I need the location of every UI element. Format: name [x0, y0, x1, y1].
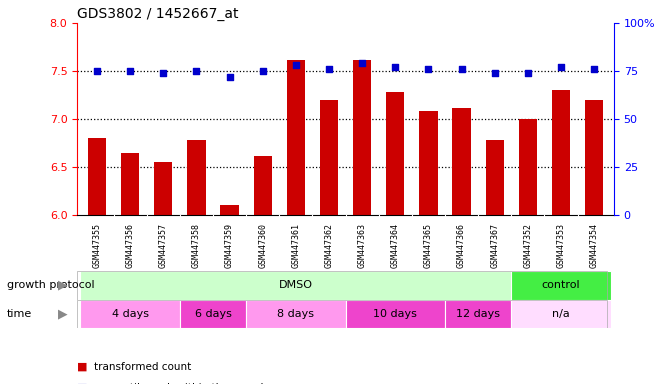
Text: 8 days: 8 days	[277, 309, 314, 319]
Bar	[88, 138, 106, 215]
Point	[423, 66, 433, 72]
Bar	[552, 90, 570, 215]
Point	[92, 68, 103, 74]
Bar	[287, 60, 305, 215]
Bar	[154, 162, 172, 215]
Bar	[419, 111, 437, 215]
Bar	[346, 300, 445, 328]
Text: ■: ■	[77, 362, 88, 372]
Bar	[386, 92, 405, 215]
Point	[489, 70, 500, 76]
Text: GSM447355: GSM447355	[93, 223, 101, 268]
Bar	[519, 119, 537, 215]
Point	[258, 68, 268, 74]
Bar	[221, 205, 239, 215]
Text: GSM447359: GSM447359	[225, 223, 234, 268]
Bar	[452, 108, 470, 215]
Bar	[81, 300, 180, 328]
Point	[588, 66, 599, 72]
Text: GSM447364: GSM447364	[391, 223, 400, 268]
Text: GSM447356: GSM447356	[125, 223, 135, 268]
Point	[357, 60, 368, 66]
Bar	[320, 100, 338, 215]
Text: time: time	[7, 309, 32, 319]
Bar	[445, 300, 511, 328]
Text: GSM447366: GSM447366	[457, 223, 466, 268]
Bar	[81, 271, 511, 300]
Text: GSM447353: GSM447353	[556, 223, 566, 268]
Text: GSM447367: GSM447367	[491, 223, 499, 268]
Text: GSM447360: GSM447360	[258, 223, 267, 268]
Bar	[246, 300, 346, 328]
Text: control: control	[541, 280, 580, 290]
Text: 6 days: 6 days	[195, 309, 231, 319]
Point	[323, 66, 334, 72]
Text: GSM447361: GSM447361	[291, 223, 301, 268]
Point	[523, 70, 533, 76]
Text: 4 days: 4 days	[111, 309, 149, 319]
Text: GSM447365: GSM447365	[424, 223, 433, 268]
Bar	[486, 140, 504, 215]
Point	[158, 70, 168, 76]
Point	[456, 66, 467, 72]
Text: ▶: ▶	[58, 279, 67, 291]
Text: ▶: ▶	[58, 308, 67, 320]
Point	[390, 64, 401, 70]
Text: transformed count: transformed count	[94, 362, 191, 372]
Bar	[353, 60, 371, 215]
Bar	[585, 100, 603, 215]
Bar	[511, 300, 611, 328]
Bar	[121, 152, 140, 215]
Point	[191, 68, 202, 74]
Text: GSM447354: GSM447354	[590, 223, 599, 268]
Text: percentile rank within the sample: percentile rank within the sample	[94, 383, 270, 384]
Text: DMSO: DMSO	[279, 280, 313, 290]
Text: ■: ■	[77, 383, 88, 384]
Point	[556, 64, 566, 70]
Text: 10 days: 10 days	[373, 309, 417, 319]
Text: GSM447357: GSM447357	[159, 223, 168, 268]
Text: GSM447358: GSM447358	[192, 223, 201, 268]
Text: 12 days: 12 days	[456, 309, 500, 319]
Point	[224, 74, 235, 80]
Text: GSM447362: GSM447362	[325, 223, 333, 268]
Bar	[180, 300, 246, 328]
Text: GSM447352: GSM447352	[523, 223, 532, 268]
Text: n/a: n/a	[552, 309, 570, 319]
Text: GSM447363: GSM447363	[358, 223, 366, 268]
Point	[125, 68, 136, 74]
Text: GDS3802 / 1452667_at: GDS3802 / 1452667_at	[77, 7, 239, 21]
Bar	[254, 156, 272, 215]
Bar	[187, 140, 205, 215]
Bar	[511, 271, 611, 300]
Point	[291, 62, 301, 68]
Text: growth protocol: growth protocol	[7, 280, 95, 290]
